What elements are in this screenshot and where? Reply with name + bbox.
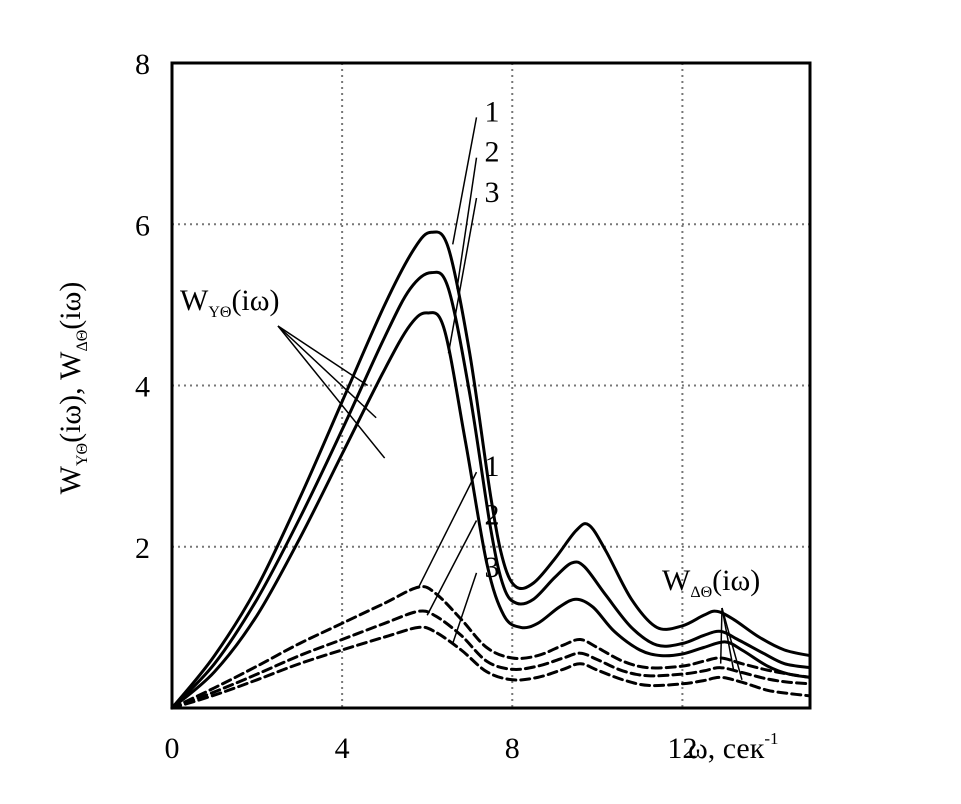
series-line-solid-2 xyxy=(170,270,812,710)
grid xyxy=(172,63,810,708)
series-line-dashed-2 xyxy=(170,609,812,710)
leader-line-solid-2 xyxy=(456,157,478,289)
series-label-dashed-2: 2 xyxy=(484,499,499,532)
series-label-solid-2: 2 xyxy=(484,136,499,169)
x-tick-label-2: 8 xyxy=(505,732,520,765)
group-label-dashed: WΔΘ(iω) xyxy=(662,564,760,601)
group-pointer-dashed-2 xyxy=(721,607,743,680)
y-tick-label-0: 2 xyxy=(135,532,150,565)
curves xyxy=(170,230,812,710)
leader-line-dashed-1 xyxy=(418,471,478,588)
group-pointer-dashed-0 xyxy=(719,607,723,664)
x-tick-label-1: 4 xyxy=(335,732,350,765)
series-label-solid-1: 1 xyxy=(484,95,499,128)
series-label-solid-3: 3 xyxy=(484,176,499,209)
series-labels: 1 2 3 1 2 3 xyxy=(484,95,499,584)
group-pointer-solid-2 xyxy=(277,325,386,459)
leader-line-solid-1 xyxy=(451,117,478,245)
plot-frame xyxy=(170,61,812,710)
series-label-dashed-1: 1 xyxy=(484,450,499,483)
labels: ω, сек-1 WYΘ(iω), WΔΘ(iω) WYΘ(iω) WΔΘ(iω… xyxy=(54,282,779,765)
y-tick-label-2: 6 xyxy=(135,209,150,242)
y-axis-label: WYΘ(iω), WΔΘ(iω) xyxy=(54,282,91,495)
leader-line-dashed-2 xyxy=(426,520,478,616)
leader-lines xyxy=(277,117,743,680)
y-tick-label-3: 8 xyxy=(135,48,150,81)
x-tick-label-0: 0 xyxy=(165,732,180,765)
series-line-solid-1 xyxy=(170,230,812,710)
group-label-solid: WYΘ(iω) xyxy=(180,284,280,321)
series-line-dashed-3 xyxy=(170,625,812,710)
leader-line-solid-3 xyxy=(447,197,478,354)
series-line-solid-3 xyxy=(170,311,812,710)
series-label-dashed-3: 3 xyxy=(484,551,499,584)
group-pointer-solid-0 xyxy=(277,325,369,387)
group-pointer-solid-1 xyxy=(277,325,377,419)
y-tick-label-1: 4 xyxy=(135,371,150,404)
x-axis-label: ω, сек-1 xyxy=(688,729,779,765)
leader-line-dashed-3 xyxy=(452,572,478,644)
x-tick-label-3: 12 xyxy=(667,732,697,765)
series-line-dashed-1 xyxy=(170,585,812,710)
group-pointer-dashed-1 xyxy=(721,607,735,670)
